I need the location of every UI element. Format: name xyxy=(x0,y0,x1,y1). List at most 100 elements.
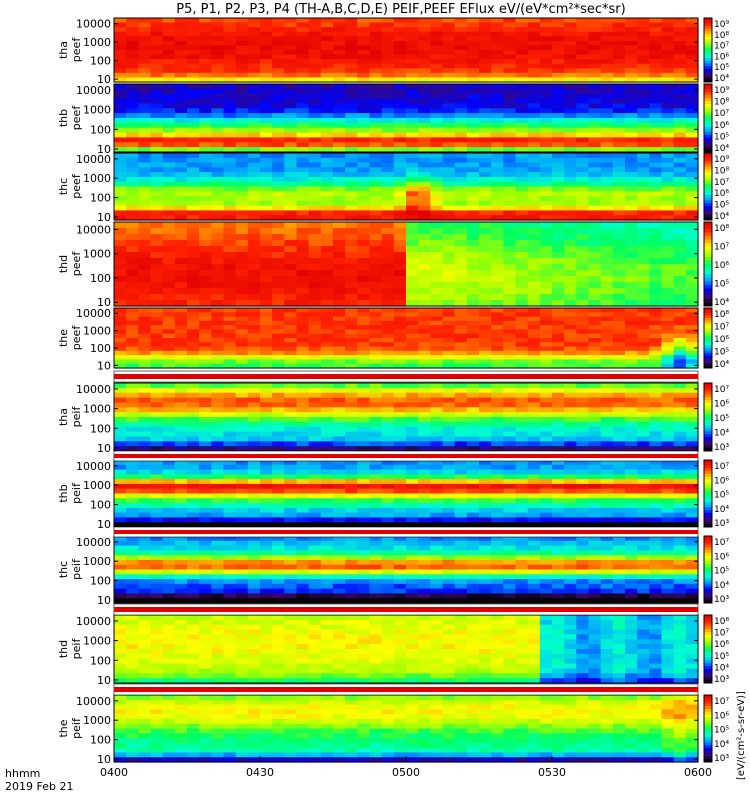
spectrogram-cell xyxy=(564,127,577,134)
spectrogram-cell xyxy=(345,333,358,339)
spectrogram-cell xyxy=(466,460,480,466)
spectrogram-cell xyxy=(612,72,626,79)
spectrogram-cell xyxy=(576,137,590,143)
spectrogram-cell xyxy=(539,77,553,83)
spectrogram-cell xyxy=(369,469,383,475)
spectrogram-cell xyxy=(491,412,504,418)
spectrogram-cell xyxy=(600,50,614,56)
spectrogram-cell xyxy=(345,402,358,408)
spectrogram-cell xyxy=(600,88,614,95)
spectrogram-cell xyxy=(454,77,468,83)
spectrogram-cell xyxy=(442,181,456,188)
spectrogram-cell xyxy=(576,483,590,490)
spectrogram-cell xyxy=(685,246,699,253)
spectrogram-cell xyxy=(576,27,590,33)
spectrogram-cell xyxy=(430,431,444,438)
spectrogram-cell xyxy=(174,338,188,343)
spectrogram-cell xyxy=(126,40,139,47)
spectrogram-cell xyxy=(442,436,456,442)
spectrogram-cell xyxy=(454,103,468,109)
spectrogram-cell xyxy=(162,288,176,295)
spectrogram-cell xyxy=(637,63,650,69)
spectrogram-cell xyxy=(588,483,602,490)
spectrogram-cell xyxy=(174,363,188,369)
spectrogram-cell xyxy=(369,240,383,247)
spectrogram-cell xyxy=(369,474,383,480)
spectrogram-cell xyxy=(199,205,212,212)
spectrogram-cell xyxy=(138,210,152,216)
spectrogram-cell xyxy=(381,338,395,343)
spectrogram-cell xyxy=(661,464,675,471)
spectrogram-cell xyxy=(162,359,176,365)
spectrogram-cell xyxy=(320,387,334,394)
spectrogram-cell xyxy=(503,446,517,452)
spectrogram-cell xyxy=(223,392,237,399)
spectrogram-cell xyxy=(345,460,358,466)
spectrogram-cell xyxy=(515,282,529,289)
spectrogram-cell xyxy=(260,431,273,438)
spectrogram-cell xyxy=(211,363,225,369)
spectrogram-cell xyxy=(393,363,407,369)
spectrogram-cell xyxy=(333,483,346,490)
spectrogram-cell xyxy=(150,234,164,241)
spectrogram-cell xyxy=(296,264,310,271)
spectrogram-cell xyxy=(381,88,395,95)
spectrogram-cell xyxy=(333,246,346,253)
spectrogram-cell xyxy=(187,196,200,202)
spectrogram-cell xyxy=(539,350,553,356)
spectrogram-cell xyxy=(673,387,687,394)
spectrogram-cell xyxy=(503,300,517,307)
spectrogram-cell xyxy=(515,350,529,356)
spectrogram-cell xyxy=(187,355,200,361)
spectrogram-cell xyxy=(381,359,395,365)
panel-frame xyxy=(113,307,699,369)
spectrogram-cell xyxy=(649,325,663,331)
spectrogram-cell xyxy=(272,162,285,168)
spectrogram-cell xyxy=(491,63,504,69)
spectrogram-cell xyxy=(430,59,444,65)
spectrogram-cell xyxy=(381,316,395,322)
spectrogram-cell xyxy=(369,137,383,143)
spectrogram-cell xyxy=(284,196,298,202)
spectrogram-cell xyxy=(308,132,322,139)
spectrogram-cell xyxy=(308,355,322,361)
spectrogram-cell xyxy=(406,172,419,178)
spectrogram-cell xyxy=(454,210,468,216)
spectrogram-cell xyxy=(612,441,626,447)
spectrogram-cell xyxy=(564,157,577,164)
spectrogram-cell xyxy=(114,359,127,365)
spectrogram-cell xyxy=(515,27,529,33)
spectrogram-cell xyxy=(539,300,553,307)
spectrogram-cell xyxy=(345,498,358,504)
spectrogram-cell xyxy=(539,355,553,361)
spectrogram-cell xyxy=(284,479,298,485)
spectrogram-cell xyxy=(491,498,504,504)
spectrogram-cell xyxy=(333,228,346,235)
spectrogram-cell xyxy=(503,22,517,28)
spectrogram-cell xyxy=(576,45,590,51)
spectrogram-cell xyxy=(406,503,419,509)
spectrogram-cell xyxy=(260,355,273,361)
spectrogram-cell xyxy=(199,270,212,277)
spectrogram-cell xyxy=(126,122,139,129)
spectrogram-cell xyxy=(539,68,553,74)
spectrogram-cell xyxy=(223,507,237,514)
colorbar-swatch xyxy=(704,140,712,144)
spectrogram-cell xyxy=(515,36,529,42)
spectrogram-cell xyxy=(357,355,371,361)
spectrogram-cell xyxy=(308,153,322,159)
spectrogram-cell xyxy=(162,421,176,428)
spectrogram-cell xyxy=(369,412,383,418)
spectrogram-cell xyxy=(576,93,590,100)
spectrogram-cell xyxy=(491,387,504,394)
spectrogram-cell xyxy=(661,72,675,79)
spectrogram-cell xyxy=(162,137,176,143)
colorbar-swatch xyxy=(704,264,712,268)
spectrogram-cell xyxy=(162,294,176,301)
spectrogram-cell xyxy=(308,127,322,134)
spectrogram-cell xyxy=(564,493,577,499)
spectrogram-cell xyxy=(442,460,456,466)
spectrogram-cell xyxy=(612,464,626,471)
y-tick-label: 10 xyxy=(97,518,111,531)
spectrogram-cell xyxy=(284,59,298,65)
